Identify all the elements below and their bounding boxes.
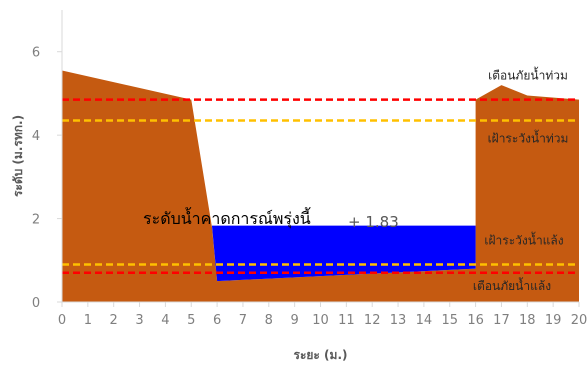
- x-tick-label: 12: [364, 313, 381, 328]
- x-tick-label: 5: [187, 313, 195, 328]
- x-tick-label: 14: [416, 313, 433, 328]
- water-area: [211, 225, 476, 282]
- ground-section-area: [62, 70, 579, 302]
- x-tick-label: 8: [265, 313, 273, 328]
- x-axis-title: ระยะ (ม.): [294, 348, 348, 362]
- y-tick-label: 4: [32, 129, 40, 144]
- forecast-value: + 1.83: [348, 213, 399, 231]
- x-tick-label: 2: [110, 313, 118, 328]
- x-tick-label: 1: [84, 313, 92, 328]
- x-tick-label: 16: [467, 313, 484, 328]
- y-tick-label: 2: [32, 213, 40, 228]
- y-tick-label: 0: [32, 296, 40, 311]
- x-tick-label: 4: [161, 313, 169, 328]
- reference-line-label: เฝ้าระวังน้ำท่วม: [488, 130, 569, 146]
- x-tick-label: 19: [545, 313, 562, 328]
- x-tick-label: 20: [571, 313, 588, 328]
- reference-lines: เตือนภัยน้ำท่วมเฝ้าระวังน้ำท่วมเฝ้าระวัง…: [62, 67, 579, 293]
- x-tick-label: 3: [135, 313, 143, 328]
- x-tick-label: 7: [239, 313, 247, 328]
- x-tick-label: 0: [58, 313, 66, 328]
- y-tick-label: 6: [32, 46, 40, 61]
- x-tick-label: 17: [493, 313, 510, 328]
- reference-line-label: เฝ้าระวังน้ำแล้ง: [484, 231, 563, 247]
- x-tick-label: 13: [390, 313, 407, 328]
- x-tick-label: 15: [441, 313, 458, 328]
- y-axis-title: ระดับ (ม.รทก.): [11, 115, 25, 197]
- annotations: ระดับ (ม.รทก.) ระยะ (ม.) ระดับน้ำคาดการณ…: [11, 115, 399, 362]
- plot-area: [62, 70, 579, 302]
- reference-line-label: เตือนภัยน้ำท่วม: [488, 67, 568, 83]
- x-tick-label: 6: [213, 313, 221, 328]
- forecast-label: ระดับน้ำคาดการณ์พรุ่งนี้: [143, 207, 311, 229]
- x-tick-label: 11: [338, 313, 355, 328]
- reference-line-label: เตือนภัยน้ำแล้ง: [473, 277, 551, 293]
- x-tick-label: 9: [291, 313, 299, 328]
- x-tick-label: 10: [312, 313, 329, 328]
- x-tick-label: 18: [519, 313, 536, 328]
